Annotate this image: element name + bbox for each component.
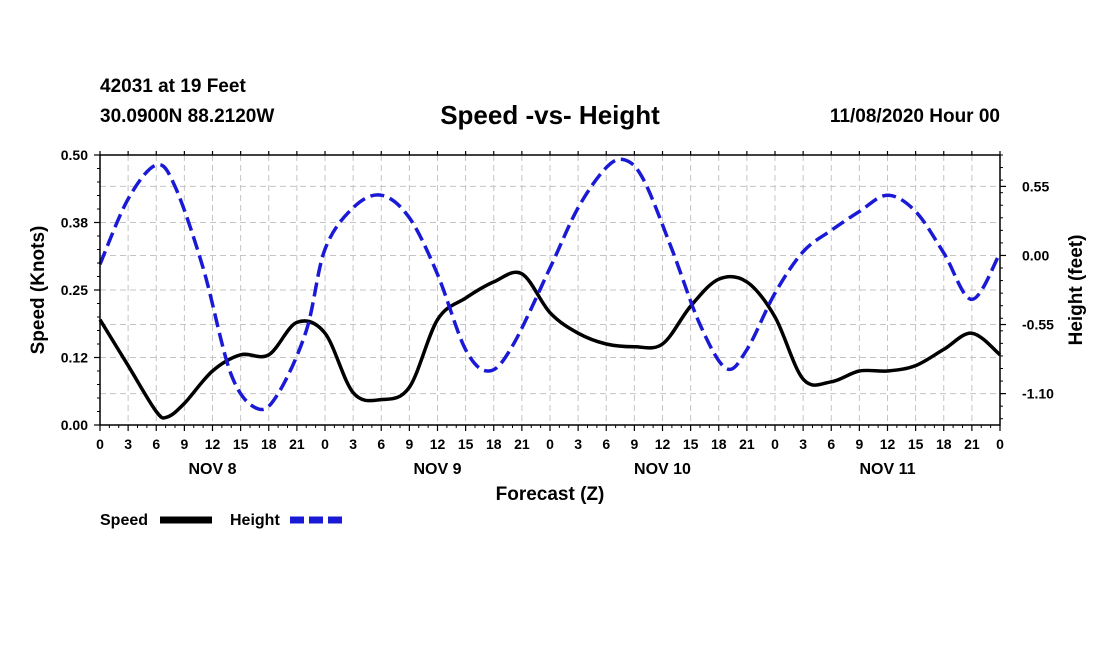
y-left-tick-label: 0.12 [61, 350, 88, 366]
axis-labels: 0 3 6 9 12 15 18 21 0 3 6 9 12 15 18 21 0 3 6 9 12 15 18 21 0 3 6 9… [61, 147, 1054, 478]
x-tick-label: 15 [233, 436, 249, 452]
x-tick-label: 12 [430, 436, 446, 452]
day-label: NOV 9 [413, 461, 461, 478]
x-tick-label: 21 [739, 436, 755, 452]
x-tick-label: 3 [799, 436, 807, 452]
x-tick-label: 18 [486, 436, 502, 452]
legend-speed-label: Speed [100, 512, 148, 529]
y-right-tick-label: 0.00 [1022, 247, 1049, 263]
x-tick-label: 0 [771, 436, 779, 452]
legend-height-label: Height [230, 512, 280, 529]
series-layer [98, 157, 1002, 420]
station-coordinates: 30.0900N 88.2120W [100, 106, 275, 127]
x-tick-label: 0 [321, 436, 329, 452]
x-tick-label: 0 [546, 436, 554, 452]
x-tick-label: 6 [602, 436, 610, 452]
x-tick-label: 21 [514, 436, 530, 452]
legend: Speed Height [100, 512, 342, 529]
y-left-tick-label: 0.50 [61, 147, 88, 163]
x-tick-label: 15 [683, 436, 699, 452]
x-tick-label: 6 [377, 436, 385, 452]
x-tick-label: 9 [630, 436, 638, 452]
y-right-tick-label: -0.55 [1022, 317, 1054, 333]
series-line-speed [98, 270, 1002, 420]
x-tick-label: 0 [996, 436, 1004, 452]
y-left-tick-label: 0.38 [61, 215, 88, 231]
x-tick-label: 18 [711, 436, 727, 452]
chart-title: Speed -vs- Height [440, 100, 660, 130]
y-right-tick-label: 0.55 [1022, 178, 1049, 194]
y-left-tick-label: 0.00 [61, 417, 88, 433]
x-tick-label: 3 [574, 436, 582, 452]
x-tick-label: 12 [880, 436, 896, 452]
x-tick-label: 9 [405, 436, 413, 452]
x-tick-label: 15 [908, 436, 924, 452]
day-label: NOV 11 [859, 461, 915, 478]
x-axis-title: Forecast (Z) [496, 484, 605, 505]
day-label: NOV 8 [188, 461, 236, 478]
x-tick-label: 12 [655, 436, 671, 452]
x-tick-label: 3 [124, 436, 132, 452]
x-tick-label: 0 [96, 436, 104, 452]
x-tick-label: 9 [180, 436, 188, 452]
series-line-height [98, 157, 1002, 412]
y-right-tick-label: -1.10 [1022, 386, 1054, 402]
x-tick-label: 6 [152, 436, 160, 452]
x-tick-label: 12 [205, 436, 221, 452]
x-tick-label: 21 [964, 436, 980, 452]
x-tick-label: 18 [261, 436, 277, 452]
y-axis-left-title: Speed (Knots) [28, 226, 49, 355]
day-label: NOV 10 [634, 461, 691, 478]
x-tick-label: 15 [458, 436, 474, 452]
x-tick-label: 9 [855, 436, 863, 452]
station-label: 42031 at 19 Feet [100, 76, 246, 97]
forecast-issued-time: 11/08/2020 Hour 00 [829, 106, 1000, 127]
x-tick-label: 6 [827, 436, 835, 452]
grid-lines [100, 155, 1000, 425]
x-tick-label: 18 [936, 436, 952, 452]
x-tick-label: 3 [349, 436, 357, 452]
x-tick-label: 21 [289, 436, 305, 452]
y-axis-right-title: Height (feet) [1066, 235, 1087, 346]
y-left-tick-label: 0.25 [61, 282, 88, 298]
axis-ticks [94, 151, 1006, 431]
